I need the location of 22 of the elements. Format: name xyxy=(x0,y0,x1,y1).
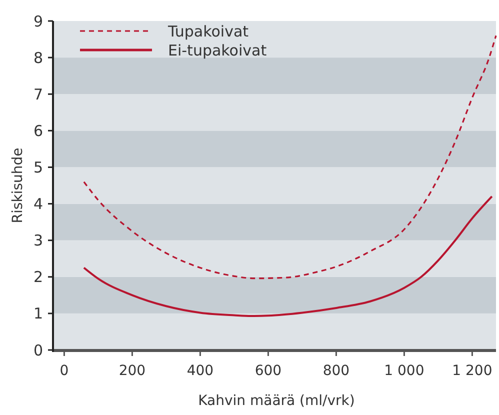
legend-label: Tupakoivat xyxy=(167,22,249,40)
y-tick-label: 8 xyxy=(33,48,43,67)
x-tick-label: 800 xyxy=(322,363,350,379)
legend-label: Ei-tupakoivat xyxy=(168,41,267,60)
y-tick-label: 4 xyxy=(33,195,43,214)
x-axis-title: Kahvin määrä (ml/vrk) xyxy=(198,393,355,409)
x-tick-label: 400 xyxy=(186,363,214,379)
y-tick-label: 2 xyxy=(33,268,43,286)
y-tick-label: 1 xyxy=(33,304,43,323)
x-tick-label: 1 000 xyxy=(384,363,424,379)
line-series xyxy=(82,195,493,318)
y-tick-label: 0 xyxy=(33,341,43,360)
x-tick-label: 200 xyxy=(118,363,146,379)
x-tick-label: 1 200 xyxy=(452,363,492,379)
x-tick-label: 0 xyxy=(60,363,69,379)
y-axis-title: Riskisuhde xyxy=(10,148,26,224)
y-tick-label: 3 xyxy=(33,232,43,250)
y-tick-label: 5 xyxy=(33,158,43,176)
x-tick-label: 600 xyxy=(254,363,282,379)
y-tick-label: 6 xyxy=(33,122,43,140)
y-tick-label: 7 xyxy=(33,85,43,104)
y-tick-label: 9 xyxy=(33,12,43,30)
